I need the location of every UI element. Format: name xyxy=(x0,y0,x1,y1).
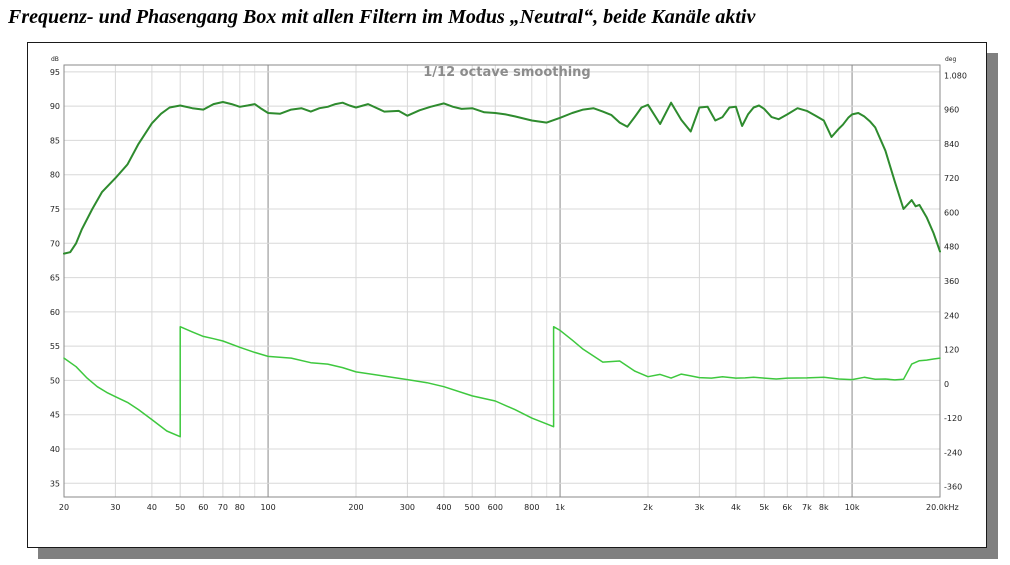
x-tick-label: 5k xyxy=(759,503,769,512)
x-tick-label: 6k xyxy=(782,503,792,512)
data-lines xyxy=(63,101,941,438)
x-tick-label: 1k xyxy=(555,503,565,512)
right-axis-unit: deg xyxy=(945,56,957,63)
x-tick-label: 70 xyxy=(218,503,228,512)
x-tick-label: 80 xyxy=(235,503,245,512)
y-left-tick-label: 75 xyxy=(50,205,60,214)
y-right-tick-label: 1.080 xyxy=(944,71,967,80)
chart-title: 1/12 octave smoothing xyxy=(423,65,590,80)
x-tick-label: 600 xyxy=(488,503,503,512)
x-tick-label: 40 xyxy=(147,503,157,512)
y-left-tick-label: 65 xyxy=(50,274,60,283)
x-tick-label: 30 xyxy=(110,503,120,512)
y-right-tick-label: 480 xyxy=(944,243,959,252)
left-axis-unit: dB xyxy=(51,56,59,63)
y-left-tick-label: 40 xyxy=(50,445,60,454)
x-tick-label: 20.0kHz xyxy=(926,503,959,512)
y-right-tick-label: 960 xyxy=(944,106,959,115)
y-left-tick-label: 95 xyxy=(50,68,60,77)
x-tick-label: 2k xyxy=(643,503,653,512)
y-left-tick-label: 70 xyxy=(50,239,60,248)
x-tick-label: 100 xyxy=(260,503,275,512)
x-tick-label: 4k xyxy=(731,503,741,512)
phase-response-line xyxy=(63,325,941,438)
x-tick-label: 50 xyxy=(175,503,185,512)
y-left-tick-label: 50 xyxy=(50,376,60,385)
x-tick-label: 7k xyxy=(802,503,812,512)
y-right-tick-label: 120 xyxy=(944,346,959,355)
x-tick-label: 800 xyxy=(524,503,539,512)
y-right-tick-label: -120 xyxy=(944,414,962,423)
x-tick-label: 200 xyxy=(348,503,363,512)
y-right-tick-label: -360 xyxy=(944,483,962,492)
y-right-tick-label: -240 xyxy=(944,448,962,457)
x-tick-label: 500 xyxy=(465,503,480,512)
x-tick-label: 3k xyxy=(695,503,705,512)
y-left-tick-label: 90 xyxy=(50,102,60,111)
x-tick-label: 400 xyxy=(436,503,451,512)
y-right-tick-label: 0 xyxy=(944,380,949,389)
y-left-tick-label: 45 xyxy=(50,411,60,420)
y-right-tick-label: 720 xyxy=(944,174,959,183)
x-tick-label: 20 xyxy=(59,503,69,512)
x-tick-label: 60 xyxy=(198,503,208,512)
grid-lines xyxy=(64,65,940,497)
y-right-tick-label: 840 xyxy=(944,140,959,149)
y-left-tick-label: 35 xyxy=(50,479,60,488)
y-left-tick-label: 85 xyxy=(50,136,60,145)
x-tick-label: 300 xyxy=(400,503,415,512)
frequency-response-line xyxy=(63,101,941,255)
figure-caption: Frequenz- und Phasengang Box mit allen F… xyxy=(8,6,756,28)
x-tick-label: 10k xyxy=(845,503,860,512)
y-left-tick-label: 80 xyxy=(50,171,60,180)
tick-labels: 20 30 40 50 60 70 80 100 200 300 400 500 600 800 1k 2k 3… xyxy=(50,68,967,512)
y-left-tick-label: 60 xyxy=(50,308,60,317)
y-right-tick-label: 240 xyxy=(944,311,959,320)
y-right-tick-label: 360 xyxy=(944,277,959,286)
plot-area-border xyxy=(63,64,941,498)
y-left-tick-label: 55 xyxy=(50,342,60,351)
y-right-tick-label: 600 xyxy=(944,208,959,217)
x-tick-label: 8k xyxy=(819,503,829,512)
